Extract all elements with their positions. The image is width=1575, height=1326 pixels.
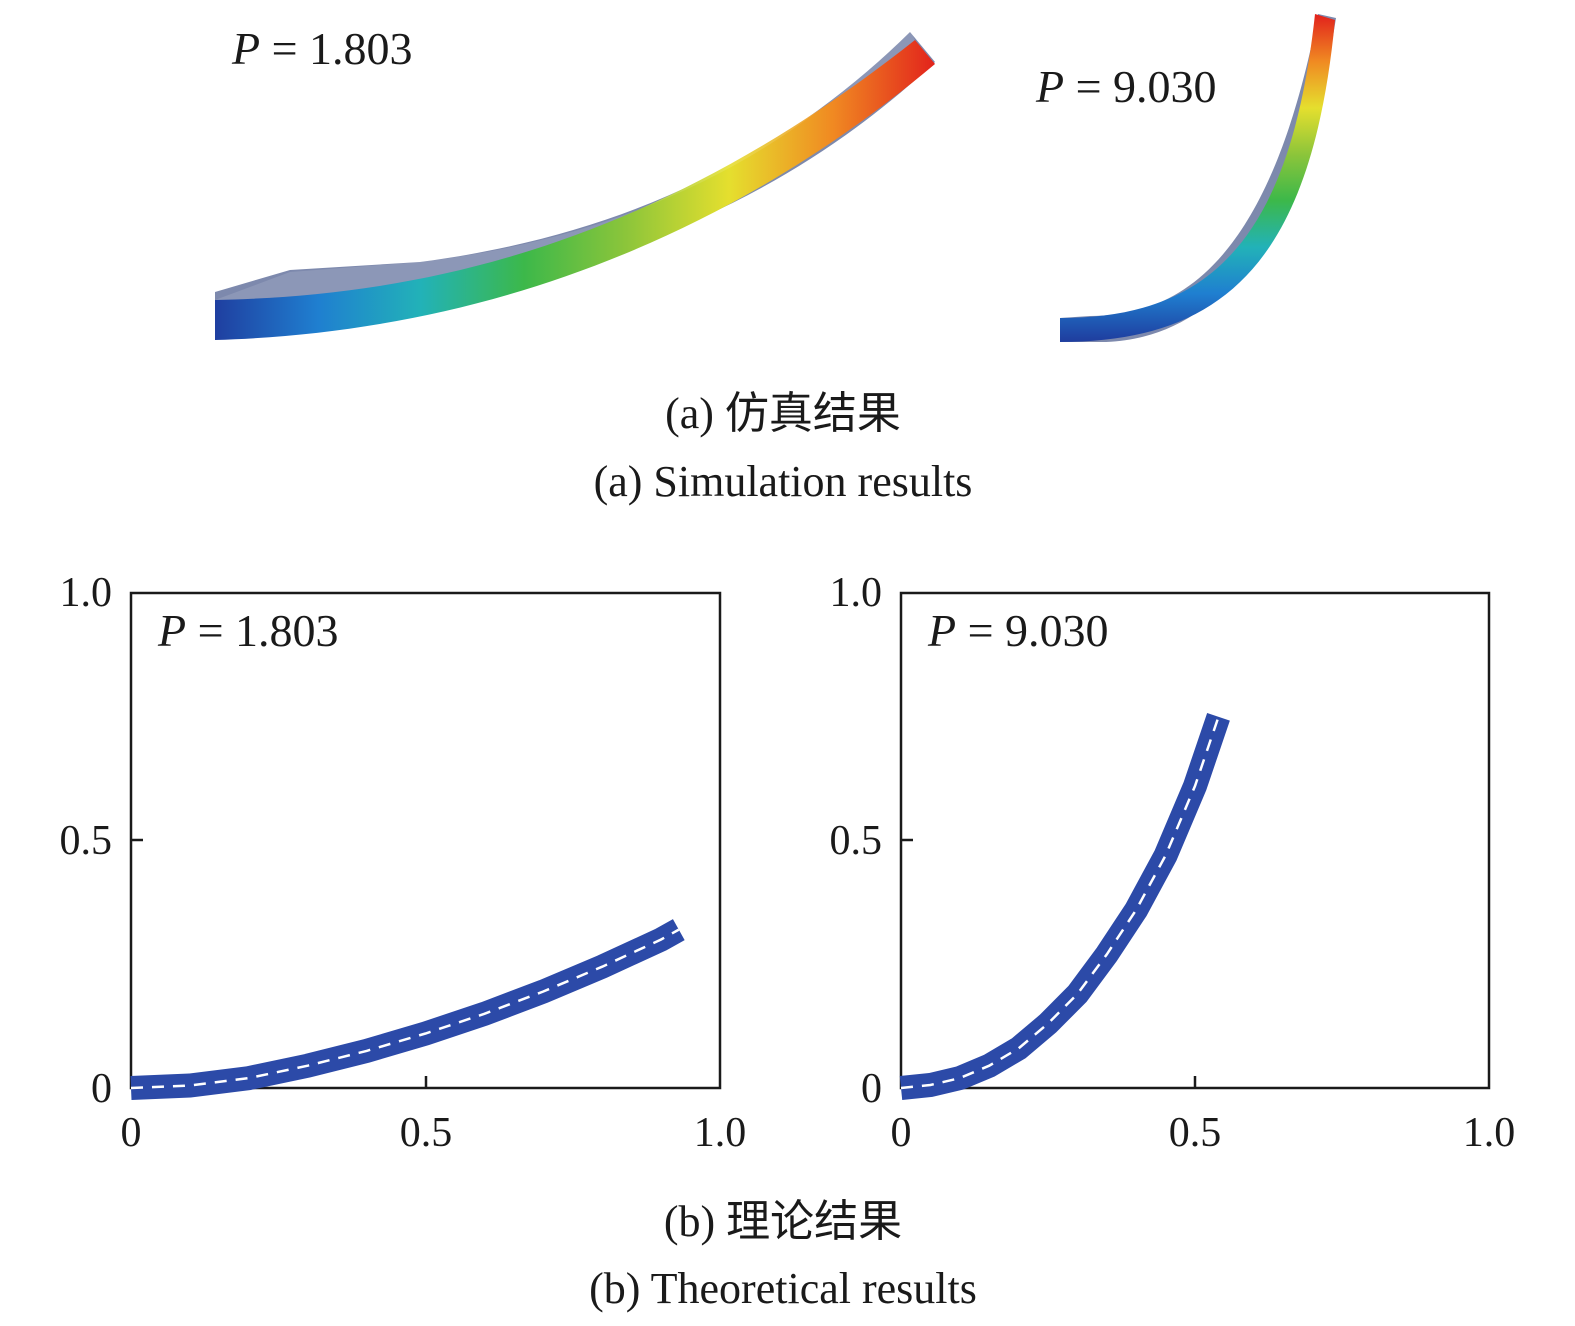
sim-label-1: P = 1.803 (231, 23, 413, 74)
theory-caption-en: (b) Theoretical results (589, 1264, 977, 1313)
sim-beam-1-body (215, 40, 935, 340)
chart-1-ytick-label-2: 1.0 (60, 570, 113, 616)
chart-2-centerline (900, 716, 1220, 1090)
chart-2-ytick-label-2: 1.0 (830, 570, 883, 616)
chart-1-xtick-label-2: 1.0 (694, 1110, 747, 1156)
sim-beam-2-body (1060, 14, 1335, 342)
chart-2-beam (899, 712, 1230, 1100)
chart-1-ytick-label-0: 0 (91, 1066, 112, 1112)
chart-2-annotation: P = 9.030 (927, 605, 1109, 656)
theory-caption-cn: (b) 理论结果 (664, 1197, 902, 1246)
chart-2-xtick-label-1: 0.5 (1169, 1110, 1222, 1156)
chart-1-xtick-label-0: 0 (121, 1110, 142, 1156)
chart-1-ticks (131, 838, 428, 1088)
chart-2-frame (899, 591, 1491, 1090)
chart-2-ytick-label-0: 0 (861, 1066, 882, 1112)
chart-2-ytick-label-1: 0.5 (830, 818, 883, 864)
chart-2-ticks (901, 838, 1197, 1088)
theory-panel: 0 0.5 1.0 0 0.5 1.0 P = 1.803 0 0.5 1.0 … (60, 570, 1516, 1313)
sim-caption-cn: (a) 仿真结果 (665, 389, 901, 438)
sim-label-2: P = 9.030 (1035, 61, 1217, 112)
chart-2-plot (899, 712, 1230, 1100)
sim-caption-en: (a) Simulation results (594, 457, 973, 506)
chart-1-centerline (130, 928, 680, 1090)
chart-1-beam (130, 919, 685, 1100)
sim-beam-1 (215, 30, 935, 340)
chart-1-frame (129, 591, 722, 1090)
chart-1-ytick-label-1: 0.5 (60, 818, 113, 864)
sim-beam-2 (1060, 14, 1336, 342)
simulation-panel: P = 1.803 P = 9.030 (a) 仿真结果 (a) Simulat… (215, 14, 1336, 506)
chart-2-xtick-label-2: 1.0 (1463, 1110, 1516, 1156)
chart-1-xtick-label-1: 0.5 (400, 1110, 453, 1156)
chart-2-xtick-label-0: 0 (891, 1110, 912, 1156)
chart-1-annotation: P = 1.803 (157, 605, 339, 656)
chart-2: 0 0.5 1.0 0 0.5 1.0 P = 9.030 (830, 570, 1516, 1156)
chart-1-plot (130, 919, 685, 1100)
chart-1: 0 0.5 1.0 0 0.5 1.0 P = 1.803 (60, 570, 747, 1156)
